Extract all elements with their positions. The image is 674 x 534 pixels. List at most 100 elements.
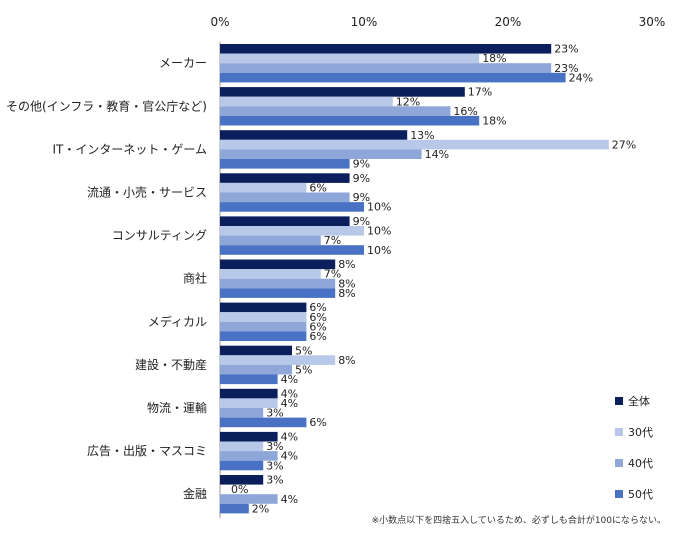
data-label: 4% [281, 397, 298, 410]
footnote: ※小数点以下を四捨五入しているため、必ずしも合計が100にならない。 [371, 516, 666, 526]
data-label: 23% [554, 43, 578, 56]
bar [220, 460, 264, 471]
bar [220, 87, 465, 97]
bar [220, 494, 278, 504]
data-label: 10% [367, 201, 391, 214]
bar [220, 374, 278, 385]
data-label: 6% [309, 416, 326, 429]
bar [220, 302, 307, 313]
data-label: 7% [324, 268, 341, 281]
x-tick-label: 20% [495, 15, 522, 29]
bar [220, 451, 278, 461]
data-label: 12% [396, 95, 420, 108]
data-label: 5% [295, 344, 312, 357]
bar [220, 364, 292, 375]
data-label: 17% [468, 86, 492, 99]
legend-label: 全体 [628, 394, 650, 408]
data-label: 4% [281, 387, 298, 400]
legend-swatch [615, 490, 623, 498]
bar [220, 259, 336, 270]
category-label: その他(インフラ・教育・官公庁など) [6, 98, 207, 113]
bar [220, 388, 278, 399]
bar [220, 355, 336, 365]
data-label: 8% [338, 354, 355, 367]
data-label: 6% [309, 301, 326, 314]
category-label: コンサルティング [112, 229, 207, 243]
bar [220, 417, 307, 428]
data-label: 0% [231, 483, 248, 496]
legend-swatch [615, 397, 623, 405]
bar [220, 106, 451, 116]
data-label: 18% [482, 52, 506, 65]
legend: 全体 30代 40代 50代 [615, 394, 653, 501]
data-label: 4% [281, 373, 298, 386]
bar [220, 269, 321, 279]
bar [220, 245, 364, 255]
data-label: 13% [410, 129, 434, 142]
bar [220, 53, 480, 64]
bar [220, 431, 278, 442]
legend-label: 40代 [628, 457, 653, 470]
data-label: 24% [569, 71, 593, 84]
data-label: 7% [324, 234, 341, 247]
bar [220, 44, 552, 54]
bar [220, 235, 321, 246]
category-label: 物流・運輸 [147, 400, 207, 415]
data-label: 4% [281, 493, 298, 506]
bar [220, 345, 292, 356]
data-label: 3% [266, 474, 283, 487]
bar [220, 278, 336, 289]
data-label: 9% [353, 215, 370, 228]
bar [220, 115, 480, 126]
bar [220, 441, 264, 452]
category-label: 商社 [183, 271, 207, 286]
x-tick-label: 30% [639, 15, 666, 29]
bar [220, 63, 552, 73]
bar [220, 503, 249, 514]
category-label: メーカー [159, 56, 207, 70]
legend-swatch [615, 428, 623, 436]
legend-label: 30代 [628, 426, 653, 439]
data-label: 6% [309, 320, 326, 333]
data-label: 6% [309, 311, 326, 324]
data-label: 3% [266, 440, 283, 453]
data-label: 4% [281, 431, 298, 444]
bar [220, 96, 393, 107]
category-label: 建設・不動産 [135, 357, 207, 372]
category-label: 流通・小売・サービス [87, 185, 207, 200]
data-label: 8% [338, 277, 355, 290]
data-label: 4% [281, 450, 298, 463]
bars-layer [220, 44, 609, 514]
data-label: 14% [425, 148, 449, 161]
data-label: 9% [353, 191, 370, 204]
data-label: 23% [554, 62, 578, 75]
data-label: 27% [612, 138, 636, 151]
labels-layer: メーカー23%18%23%24%その他(インフラ・教育・官公庁など)17%12%… [6, 43, 636, 516]
bar [220, 159, 350, 169]
data-label: 6% [309, 182, 326, 195]
data-label: 2% [252, 502, 269, 515]
data-label: 8% [338, 258, 355, 271]
data-label: 9% [353, 172, 370, 185]
bar [220, 182, 307, 193]
bar [220, 192, 350, 203]
bar [220, 408, 264, 418]
category-label: 金融 [183, 486, 207, 501]
bar [220, 173, 350, 183]
bar [220, 331, 307, 341]
data-label: 10% [367, 225, 391, 238]
axis-layer: 0% 10% 20% 30% [210, 15, 666, 519]
data-label: 10% [367, 244, 391, 257]
legend-label: 50代 [628, 488, 653, 501]
bar [220, 312, 307, 322]
category-label: 広告・出版・マスコミ [87, 444, 207, 458]
data-label: 8% [338, 287, 355, 300]
data-label: 3% [266, 459, 283, 472]
bar [220, 288, 336, 298]
data-label: 9% [353, 158, 370, 171]
bar [220, 130, 408, 140]
data-label: 16% [453, 105, 477, 118]
data-label: 6% [309, 330, 326, 343]
x-tick-label: 10% [351, 15, 378, 29]
x-tick-label: 0% [210, 15, 229, 29]
